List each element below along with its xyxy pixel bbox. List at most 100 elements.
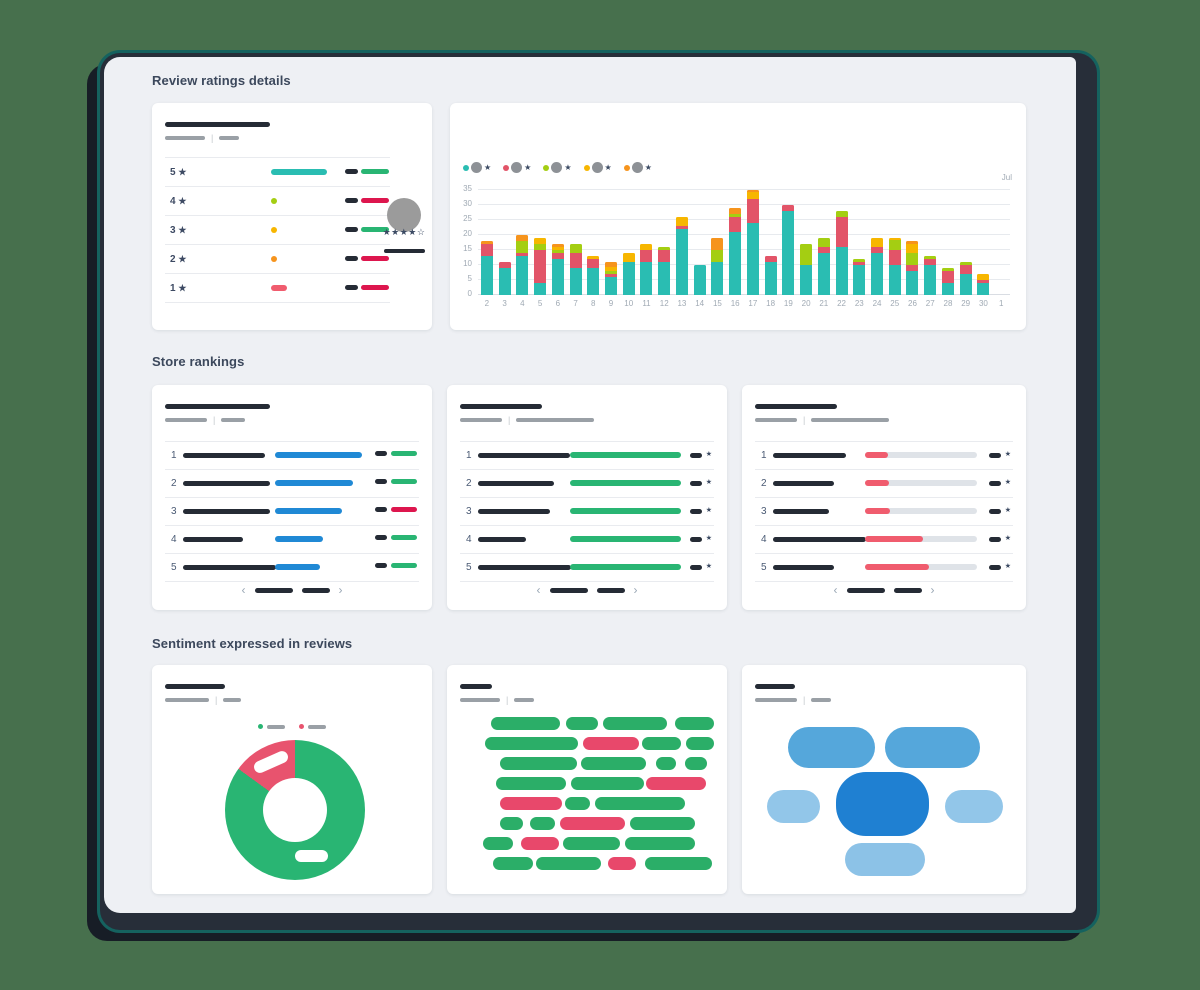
score-bar: [570, 536, 681, 542]
word-pill[interactable]: [595, 797, 685, 810]
x-tick-label: 4: [520, 299, 525, 308]
ranking-row[interactable]: 3: [165, 498, 419, 526]
y-tick-label: 15: [463, 244, 472, 253]
page-indicator[interactable]: [549, 587, 588, 593]
ranking-row[interactable]: 2 ★: [460, 470, 714, 498]
ranking-row[interactable]: 5: [165, 554, 419, 582]
word-pill[interactable]: [581, 757, 646, 770]
ranking-row[interactable]: 4 ★: [460, 526, 714, 554]
legend-item[interactable]: ★: [623, 162, 652, 173]
topic-bubble[interactable]: [885, 727, 980, 768]
word-pill[interactable]: [571, 777, 644, 790]
ranking-row[interactable]: 3 ★: [755, 498, 1013, 526]
pagination-prev-button[interactable]: ‹: [833, 583, 838, 597]
word-pill[interactable]: [608, 857, 636, 870]
ranking-row[interactable]: 4: [165, 526, 419, 554]
bar-slot: [815, 190, 833, 295]
pagination-next-button[interactable]: ›: [930, 583, 935, 597]
word-pill[interactable]: [602, 717, 668, 730]
word-pill[interactable]: [563, 837, 620, 850]
donut-label-placeholder: [252, 749, 290, 775]
subtitle-placeholder: [165, 418, 207, 422]
legend-item[interactable]: ★: [583, 162, 612, 173]
pagination-next-button[interactable]: ›: [338, 583, 343, 597]
word-pill[interactable]: [496, 777, 566, 790]
word-pill[interactable]: [645, 857, 712, 870]
word-pill[interactable]: [630, 817, 695, 830]
word-pill[interactable]: [565, 717, 598, 730]
bar-segment: [817, 238, 830, 247]
gridline: [478, 189, 1010, 190]
score-bar: [275, 564, 320, 570]
donut-legend-item[interactable]: [299, 724, 326, 729]
word-pill[interactable]: [530, 817, 555, 830]
x-tick-label: 10: [624, 299, 634, 308]
word-pill[interactable]: [685, 737, 714, 750]
page-indicator[interactable]: [846, 587, 885, 593]
word-pill[interactable]: [646, 777, 706, 790]
ranking-row[interactable]: 3 ★: [460, 498, 714, 526]
card-title-placeholder: [165, 122, 270, 127]
word-pill[interactable]: [483, 837, 513, 850]
word-pill[interactable]: [500, 817, 523, 830]
ranking-row[interactable]: 4 ★: [755, 526, 1013, 554]
ranking-row[interactable]: 2: [165, 470, 419, 498]
legend-color-dot: [623, 164, 630, 171]
bar-segment: [675, 229, 688, 295]
rating-row[interactable]: 4 ★: [165, 187, 390, 216]
word-pill[interactable]: [583, 737, 639, 750]
topic-bubble[interactable]: [836, 772, 929, 836]
gridline: [478, 249, 1010, 250]
legend-item[interactable]: ★: [543, 162, 572, 173]
page-indicator[interactable]: [893, 587, 922, 593]
word-pill[interactable]: [485, 737, 579, 750]
ranking-row[interactable]: 5 ★: [755, 554, 1013, 582]
legend-item[interactable]: ★: [463, 162, 491, 173]
score-bar: [275, 508, 342, 514]
word-pill[interactable]: [493, 857, 533, 870]
ranking-row[interactable]: 1: [165, 442, 419, 470]
page-indicator[interactable]: [301, 587, 330, 593]
pagination-next-button[interactable]: ›: [633, 583, 638, 597]
ranking-row[interactable]: 1 ★: [460, 442, 714, 470]
word-pill[interactable]: [536, 857, 601, 870]
word-pill[interactable]: [641, 737, 681, 750]
word-pill[interactable]: [565, 797, 590, 810]
rating-row[interactable]: 5 ★: [165, 157, 390, 187]
topic-bubble[interactable]: [845, 843, 925, 876]
word-pill[interactable]: [521, 837, 559, 850]
page-indicator[interactable]: [254, 587, 293, 593]
topic-bubble[interactable]: [945, 790, 1003, 823]
topic-bubble[interactable]: [788, 727, 875, 768]
bar-segment: [551, 244, 564, 247]
ranking-row-metrics: ★: [689, 451, 712, 459]
ranking-row[interactable]: 5 ★: [460, 554, 714, 582]
rating-row[interactable]: 1 ★: [165, 274, 390, 303]
word-pill[interactable]: [491, 717, 560, 730]
rating-row[interactable]: 3 ★: [165, 216, 390, 245]
page-indicator[interactable]: [596, 587, 625, 593]
store-name-placeholder: [773, 453, 846, 458]
ranking-row[interactable]: 2 ★: [755, 470, 1013, 498]
topic-bubble[interactable]: [767, 790, 820, 823]
y-tick-label: 35: [463, 184, 472, 193]
pagination-prev-button[interactable]: ‹: [536, 583, 541, 597]
word-pill[interactable]: [625, 837, 695, 850]
word-pill[interactable]: [500, 797, 562, 810]
gridline: [478, 204, 1010, 205]
ranking-row[interactable]: 1 ★: [755, 442, 1013, 470]
wordcloud-row: [460, 857, 714, 870]
bar-segment: [622, 253, 635, 262]
score-fill: [865, 480, 889, 486]
word-pill[interactable]: [560, 817, 625, 830]
word-pill[interactable]: [675, 717, 714, 730]
word-pill[interactable]: [685, 757, 707, 770]
pagination-prev-button[interactable]: ‹: [241, 583, 246, 597]
bar-slot: [779, 190, 797, 295]
rating-row[interactable]: 2 ★: [165, 245, 390, 274]
legend-item[interactable]: ★: [503, 162, 531, 173]
donut-legend-item[interactable]: [258, 724, 285, 729]
x-tick-label: 11: [642, 299, 651, 308]
word-pill[interactable]: [500, 757, 577, 770]
word-pill[interactable]: [656, 757, 676, 770]
